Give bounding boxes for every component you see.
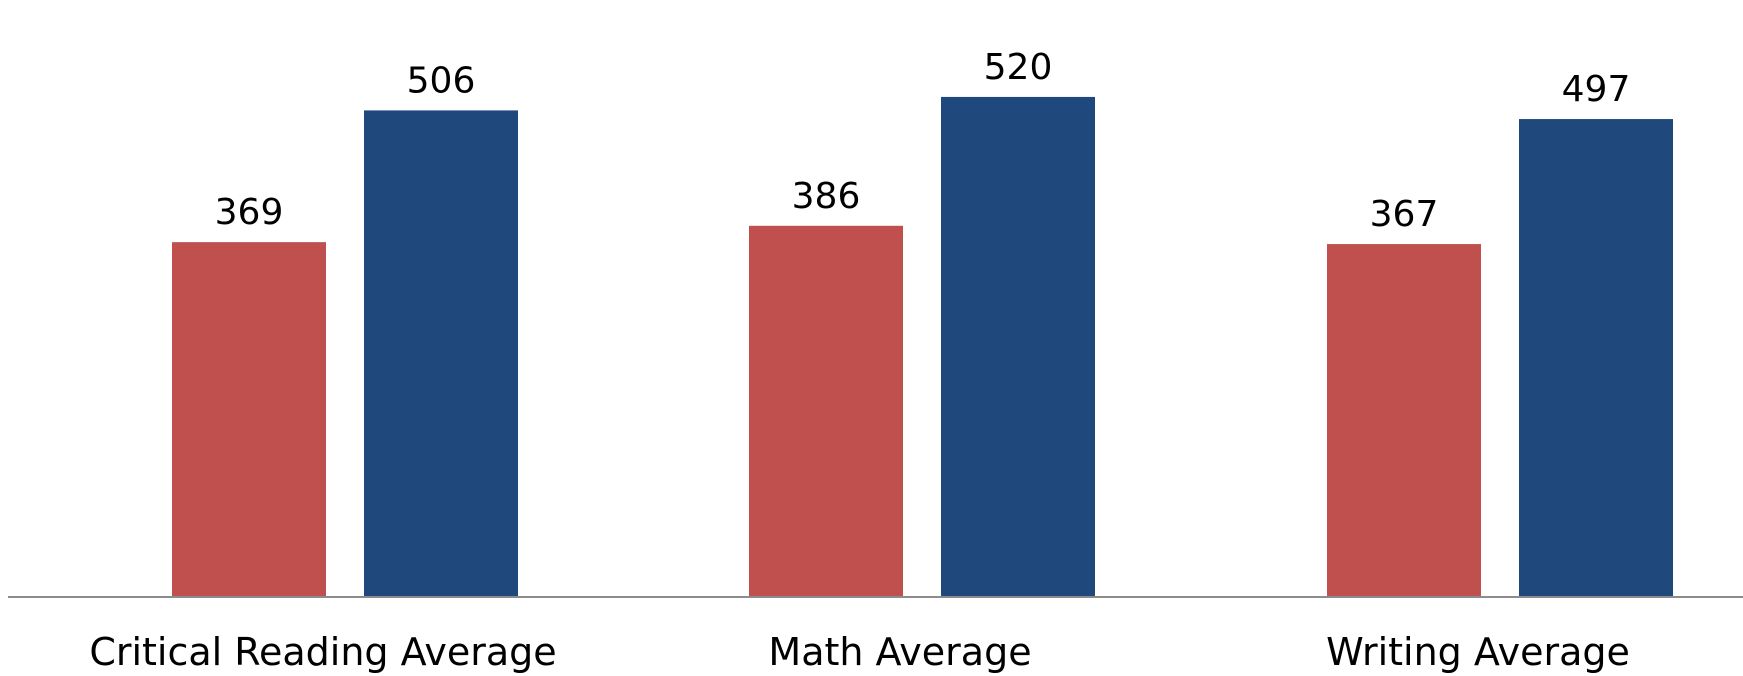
data-label-s1-c1: 520 [984, 47, 1053, 88]
bar-s0-c1 [749, 225, 903, 597]
bar-s1-c1 [941, 96, 1095, 597]
data-label-s1-c0: 506 [407, 60, 476, 101]
data-label-s0-c0: 369 [215, 192, 284, 233]
bar-s0-c0 [172, 242, 326, 597]
x-tick-label-2: Writing Average [1326, 630, 1630, 674]
bar-s1-c2 [1519, 119, 1673, 597]
x-tick-label-0: Critical Reading Average [89, 630, 556, 674]
x-tick-label-1: Math Average [768, 630, 1031, 674]
bar-s1-c0 [364, 110, 518, 597]
data-label-s0-c1: 386 [792, 176, 861, 217]
data-labels-layer: 369 506 386 520 367 497 [215, 47, 1631, 235]
bars-layer [172, 96, 1673, 597]
x-tick-labels-layer: Critical Reading Average Math Average Writ… [89, 630, 1630, 674]
data-label-s0-c2: 367 [1370, 194, 1439, 235]
bar-s0-c2 [1327, 244, 1481, 597]
data-label-s1-c2: 497 [1562, 69, 1631, 110]
